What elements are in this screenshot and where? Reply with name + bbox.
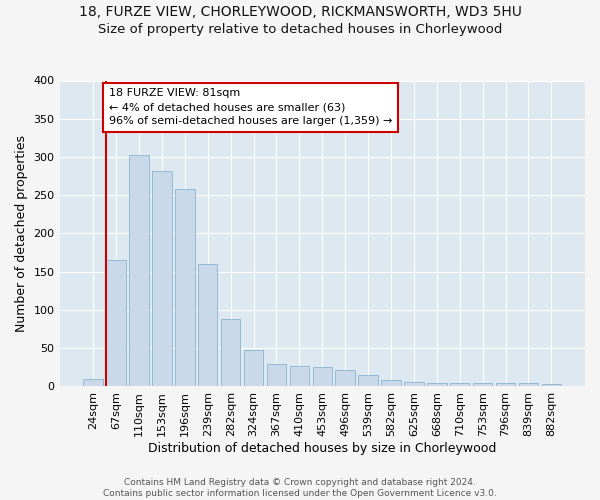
Bar xyxy=(335,370,355,386)
Text: 18 FURZE VIEW: 81sqm
← 4% of detached houses are smaller (63)
96% of semi-detach: 18 FURZE VIEW: 81sqm ← 4% of detached ho… xyxy=(109,88,392,126)
Bar xyxy=(129,154,149,386)
Text: Size of property relative to detached houses in Chorleywood: Size of property relative to detached ho… xyxy=(98,22,502,36)
Bar xyxy=(404,382,424,386)
Bar xyxy=(290,366,309,386)
Bar xyxy=(267,364,286,386)
Bar xyxy=(381,380,401,386)
Bar xyxy=(244,350,263,387)
Bar xyxy=(450,382,469,386)
Bar xyxy=(313,368,332,386)
X-axis label: Distribution of detached houses by size in Chorleywood: Distribution of detached houses by size … xyxy=(148,442,496,455)
Text: Contains HM Land Registry data © Crown copyright and database right 2024.
Contai: Contains HM Land Registry data © Crown c… xyxy=(103,478,497,498)
Bar xyxy=(175,189,194,386)
Bar xyxy=(152,171,172,386)
Bar xyxy=(427,382,446,386)
Bar xyxy=(83,379,103,386)
Bar xyxy=(106,260,126,386)
Bar xyxy=(496,384,515,386)
Y-axis label: Number of detached properties: Number of detached properties xyxy=(15,135,28,332)
Bar xyxy=(542,384,561,386)
Bar xyxy=(519,382,538,386)
Bar xyxy=(221,319,241,386)
Bar xyxy=(198,264,217,386)
Bar xyxy=(358,375,378,386)
Text: 18, FURZE VIEW, CHORLEYWOOD, RICKMANSWORTH, WD3 5HU: 18, FURZE VIEW, CHORLEYWOOD, RICKMANSWOR… xyxy=(79,5,521,19)
Bar xyxy=(473,384,493,386)
